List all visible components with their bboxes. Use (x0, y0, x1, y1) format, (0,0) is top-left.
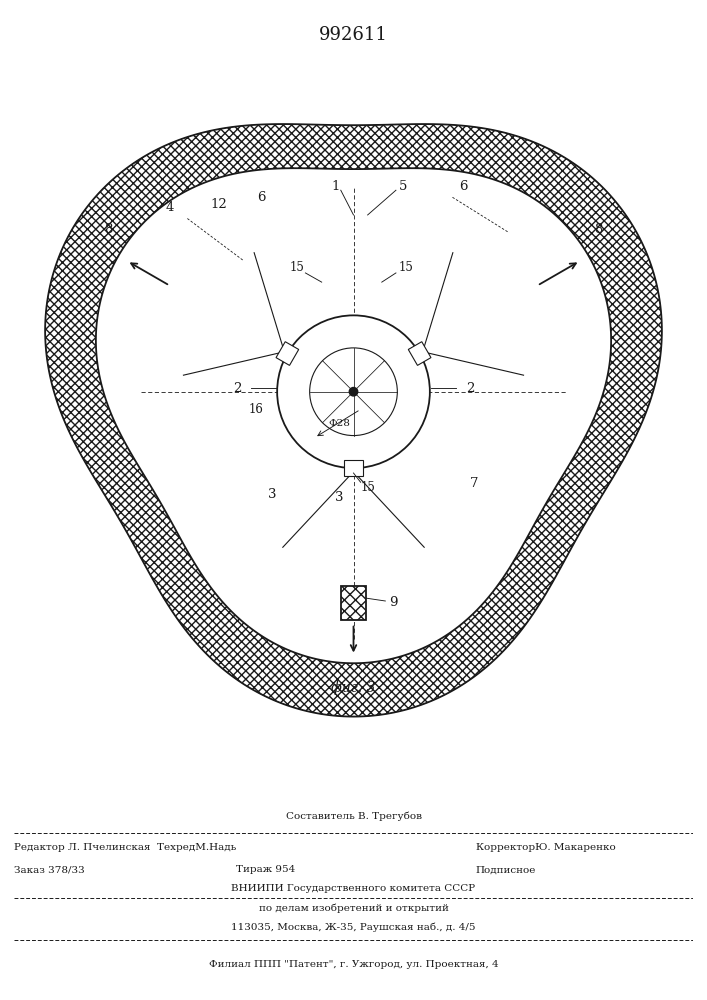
Text: Заказ 378/33: Заказ 378/33 (14, 865, 85, 874)
Text: по делам изобретений и открытий: по делам изобретений и открытий (259, 904, 448, 913)
Polygon shape (344, 460, 363, 476)
Text: 6: 6 (257, 191, 266, 204)
Polygon shape (45, 124, 662, 717)
Text: Ф28: Ф28 (329, 419, 350, 428)
Text: 4: 4 (165, 201, 174, 214)
Polygon shape (276, 342, 298, 365)
Text: Тираж 954: Тираж 954 (235, 865, 295, 874)
Text: 9: 9 (390, 596, 398, 609)
Text: фиг. 3: фиг. 3 (332, 680, 375, 695)
Text: 8: 8 (105, 223, 113, 236)
Polygon shape (409, 342, 431, 365)
Circle shape (277, 315, 430, 468)
Bar (341, 586, 366, 620)
Polygon shape (283, 472, 424, 547)
Text: 113035, Москва, Ж-35, Раушская наб., д. 4/5: 113035, Москва, Ж-35, Раушская наб., д. … (231, 922, 476, 932)
Text: КорректорЮ. Макаренко: КорректорЮ. Макаренко (476, 843, 615, 852)
Polygon shape (96, 168, 611, 663)
Text: Филиал ППП "Патент", г. Ужгород, ул. Проектная, 4: Филиал ППП "Патент", г. Ужгород, ул. Про… (209, 960, 498, 969)
Text: 15: 15 (399, 261, 414, 274)
Text: Редактор Л. Пчелинская  ТехредМ.Надь: Редактор Л. Пчелинская ТехредМ.Надь (14, 843, 236, 852)
Text: 12: 12 (211, 198, 228, 211)
Text: 2: 2 (466, 382, 474, 395)
Text: Составитель В. Трегубов: Составитель В. Трегубов (286, 811, 421, 821)
Bar (341, 586, 366, 620)
Polygon shape (423, 253, 524, 375)
Polygon shape (183, 253, 284, 375)
Text: 3: 3 (268, 488, 276, 501)
Text: 15: 15 (360, 481, 375, 494)
Text: ВНИИПИ Государственного комитета СССР: ВНИИПИ Государственного комитета СССР (231, 884, 476, 893)
Text: 6: 6 (459, 180, 467, 193)
Text: Подписное: Подписное (476, 865, 536, 874)
Text: 3: 3 (335, 491, 344, 504)
Text: 7: 7 (469, 477, 478, 490)
Circle shape (310, 348, 397, 436)
Text: 8: 8 (594, 223, 602, 236)
Text: 5: 5 (399, 180, 407, 193)
Text: 2: 2 (233, 382, 241, 395)
Text: 16: 16 (248, 403, 264, 416)
Text: 15: 15 (289, 261, 305, 274)
Text: 1: 1 (332, 180, 340, 193)
Text: 992611: 992611 (319, 26, 388, 44)
Circle shape (349, 387, 358, 396)
